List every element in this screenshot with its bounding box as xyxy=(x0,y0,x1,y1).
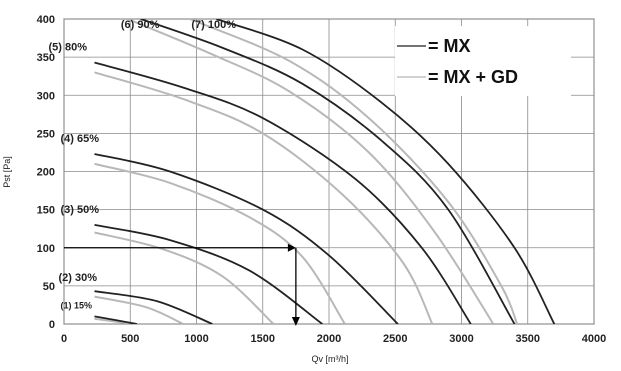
curve-mx-1 xyxy=(94,315,138,324)
y-tick-label: 200 xyxy=(37,167,55,179)
legend-label-mx: = MX xyxy=(428,36,471,56)
curve-mx-7 xyxy=(216,19,556,324)
x-tick-label: 3000 xyxy=(449,333,473,345)
curve-mx-4 xyxy=(94,153,399,324)
y-tick-label: 250 xyxy=(37,128,55,140)
x-tick-label: 2000 xyxy=(317,333,341,345)
chart-guides xyxy=(64,243,300,326)
legend-label-mx-gd: = MX + GD xyxy=(428,67,518,87)
curve-mx-6 xyxy=(140,19,516,324)
curve-mx-5 xyxy=(94,61,472,324)
x-axis-label: Qv [m³/h] xyxy=(311,354,348,364)
chart-legend: = MX = MX + GD xyxy=(395,26,571,96)
y-tick-label: 300 xyxy=(37,90,55,102)
y-tick-label: 100 xyxy=(37,243,55,255)
x-tick-label: 4000 xyxy=(582,333,606,345)
x-tick-label: 1500 xyxy=(251,333,275,345)
y-tick-label: 150 xyxy=(37,205,55,217)
guide-arrowhead-down xyxy=(291,317,300,326)
chart-tick-labels: 0 500 1000 1500 2000 2500 3000 3500 4000 0 50 100 15… xyxy=(37,14,607,345)
curve-label-5: (5) 80% xyxy=(48,41,87,53)
legend-box xyxy=(395,26,571,96)
y-axis-label: Pst [Pa] xyxy=(2,156,12,188)
x-tick-label: 3500 xyxy=(516,333,540,345)
curve-label-4: (4) 65% xyxy=(60,133,99,145)
curve-mx-gd-4 xyxy=(94,162,346,324)
curve-label-2: (2) 30% xyxy=(58,272,97,284)
curve-mx-gd-3 xyxy=(94,231,275,324)
y-tick-label: 0 xyxy=(49,319,55,331)
chart-curve-labels: (1) 15% (2) 30% (3) 50% (4) 65% (5) 80% (6) 9… xyxy=(48,19,236,310)
curve-label-3: (3) 50% xyxy=(60,204,99,216)
curve-mx-gd-5 xyxy=(94,71,434,324)
chart-series xyxy=(94,19,556,324)
y-tick-label: 400 xyxy=(37,14,55,26)
curve-mx-gd-2 xyxy=(94,295,184,324)
curve-mx-gd-7 xyxy=(189,19,519,324)
curve-label-1: (1) 15% xyxy=(60,300,92,310)
guide-arrowhead-right xyxy=(287,243,296,252)
x-tick-label: 0 xyxy=(61,333,67,345)
y-tick-label: 350 xyxy=(37,52,55,64)
curve-label-7: (7) 100% xyxy=(191,19,236,31)
x-tick-label: 500 xyxy=(121,333,139,345)
curve-mx-gd-6 xyxy=(127,19,495,324)
y-tick-label: 50 xyxy=(43,281,55,293)
curve-label-6: (6) 90% xyxy=(121,19,160,31)
curve-mx-2 xyxy=(94,290,213,324)
x-tick-label: 2500 xyxy=(383,333,407,345)
curve-mx-3 xyxy=(94,224,323,324)
x-tick-label: 1000 xyxy=(184,333,208,345)
